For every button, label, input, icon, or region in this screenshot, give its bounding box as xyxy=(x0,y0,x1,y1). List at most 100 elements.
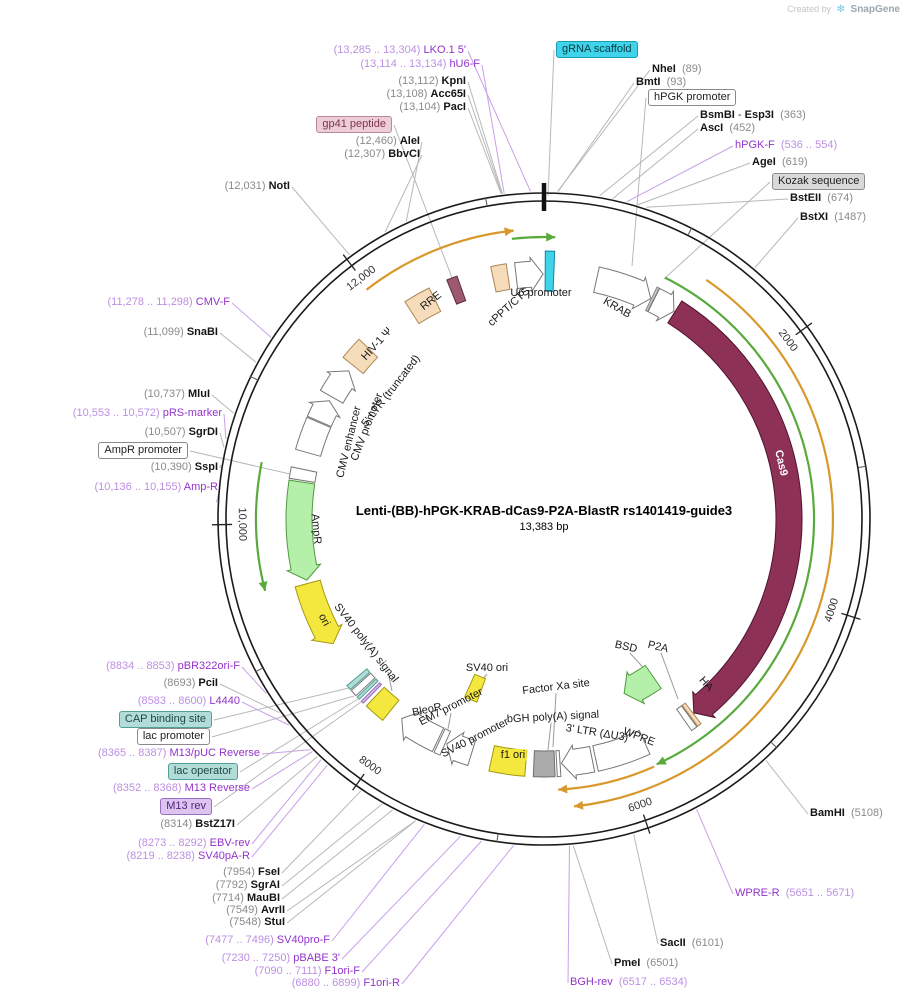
tick-12000 xyxy=(342,254,356,271)
leader-line-12-307-bbvci xyxy=(384,154,423,233)
inner-leader-line xyxy=(387,671,393,692)
wpre-feature xyxy=(592,729,651,772)
leader-line-bstxi-1487 xyxy=(754,217,799,269)
tick-4000 xyxy=(841,612,861,621)
minor-tick xyxy=(249,375,258,381)
watermark-brand: SnapGene xyxy=(850,4,900,15)
leader-line-asci-452 xyxy=(612,128,699,199)
leader-line-10-553-10-572-prs-marker xyxy=(223,413,227,440)
orf-arc xyxy=(573,278,835,808)
tick-6000 xyxy=(642,814,651,834)
minor-tick xyxy=(254,667,263,673)
leader-line-7792-sgrai xyxy=(281,803,383,887)
hpgk-promoter-feature xyxy=(593,266,652,310)
bleor-feature xyxy=(401,710,445,753)
leader-line-7230-7250-pbabe-3 xyxy=(341,835,461,960)
leader-line-hpgk-promoter xyxy=(631,97,647,267)
leader-line-bsmbi-esp3i-363 xyxy=(599,115,699,197)
leader-line-grna-scaffold xyxy=(547,49,555,197)
cas9-feature xyxy=(667,300,803,719)
leader-line-10-737-mlui xyxy=(211,394,234,414)
plasmid-ring-outer xyxy=(217,192,871,846)
leader-line-7548-stui xyxy=(286,820,416,924)
leader-line-nhei-89 xyxy=(557,69,651,192)
sv40-ori-feature xyxy=(463,673,487,703)
leader-line-cap-binding-site xyxy=(213,687,350,721)
grna-scaffold-feature xyxy=(544,250,556,292)
leader-line-7090-7111-f1ori-f xyxy=(361,840,482,973)
tick-label-4000: 4000 xyxy=(822,597,841,624)
leader-line-hpgk-f-536-554 xyxy=(626,145,734,203)
minor-tick xyxy=(485,197,488,206)
leader-line-13-114-13-134-hu6-f xyxy=(481,64,505,194)
leader-line-12-460-alei xyxy=(405,141,423,222)
ampr-feature xyxy=(285,479,322,581)
leader-line-7477-7496-sv40pro-f xyxy=(331,824,425,942)
leader-line-wpre-r-5651-5671 xyxy=(696,809,734,895)
orf-arc-arrowhead xyxy=(546,232,556,242)
leader-line-ampr-promoter xyxy=(189,450,291,475)
minor-tick xyxy=(858,465,867,468)
watermark: Created by ✻ SnapGene xyxy=(787,4,900,15)
minor-tick xyxy=(496,834,499,843)
orf-arc-arrowhead xyxy=(656,756,667,765)
leader-line-8314-bstz17i xyxy=(236,755,318,826)
leader-line-bsteii-674 xyxy=(646,198,789,208)
gp41-peptide-feature xyxy=(446,275,467,305)
leader-line-11-099-snabi xyxy=(219,332,257,363)
orf-arc xyxy=(365,229,514,291)
bsd-feature xyxy=(623,664,662,705)
cppt-cts-feature xyxy=(490,263,511,293)
orf-arc-arrowhead xyxy=(258,581,268,591)
m13-rev-feature xyxy=(360,682,383,704)
leader-line-11-278-11-298-cmv-f xyxy=(231,302,272,338)
orf-arc-arrowhead xyxy=(574,800,584,810)
leader-line-7714-maubi xyxy=(281,809,393,900)
leader-line-8352-8368-m13-reverse xyxy=(251,750,313,790)
leader-line-m13-rev xyxy=(213,701,362,808)
tick-label-10000: 10,000 xyxy=(236,507,249,541)
tick-label-6000: 6000 xyxy=(627,796,654,815)
leader-line-13-108-acc65i xyxy=(467,94,503,194)
leader-line-10-507-sgrdi xyxy=(219,432,225,448)
leader-line-8834-8853-pbr322ori-f xyxy=(241,666,267,694)
leader-line-sacii-6101 xyxy=(633,834,659,945)
sv40-poly-a-signal-feature xyxy=(365,686,400,722)
leader-line-pmei-6501 xyxy=(572,845,613,965)
inner-leader-line xyxy=(547,722,552,751)
leader-line-7549-avrii xyxy=(286,820,416,912)
leader-line-lac-promoter xyxy=(211,695,355,738)
leader-line-12-031-noti xyxy=(291,186,350,256)
cmv-promoter-feature xyxy=(306,400,342,428)
leader-line-8273-8292-ebv-rev xyxy=(251,759,322,845)
bgh-poly-a-signal-feature xyxy=(532,750,556,778)
leader-line-gp41-peptide xyxy=(393,124,453,279)
hiv-1-feature xyxy=(342,338,379,375)
orf-arc-arrowhead xyxy=(504,227,514,237)
leader-line-13-104-paci xyxy=(467,107,502,194)
leader-line-bmti-93 xyxy=(557,82,635,192)
minor-tick xyxy=(687,227,693,235)
leader-line-8219-8238-sv40pa-r xyxy=(251,764,328,858)
leader-line-13-112-kpni xyxy=(467,81,503,194)
inner-leader-line xyxy=(552,692,557,748)
inner-leader-line xyxy=(660,652,679,700)
minor-tick xyxy=(771,742,778,749)
orf-arc xyxy=(656,276,816,766)
leader-line-6880-6899-f1ori-r xyxy=(401,845,514,985)
ha-feature xyxy=(681,702,702,727)
ampr-promoter-feature xyxy=(288,466,318,483)
p2a-feature xyxy=(676,705,698,732)
rre-feature xyxy=(404,287,442,325)
snapgene-logo-icon: ✻ xyxy=(836,4,846,15)
em7-promoter-feature xyxy=(433,728,452,756)
u6-promoter-feature xyxy=(514,255,544,293)
cap-binding-site-feature xyxy=(346,668,371,691)
factor-xa-site-feature xyxy=(555,749,562,778)
cmv-enhancer-feature xyxy=(294,416,332,457)
orf-arc xyxy=(254,461,267,592)
tick-2000 xyxy=(795,322,813,336)
3-ltr-u3-feature xyxy=(560,743,596,781)
inner-leader-line xyxy=(447,712,452,730)
